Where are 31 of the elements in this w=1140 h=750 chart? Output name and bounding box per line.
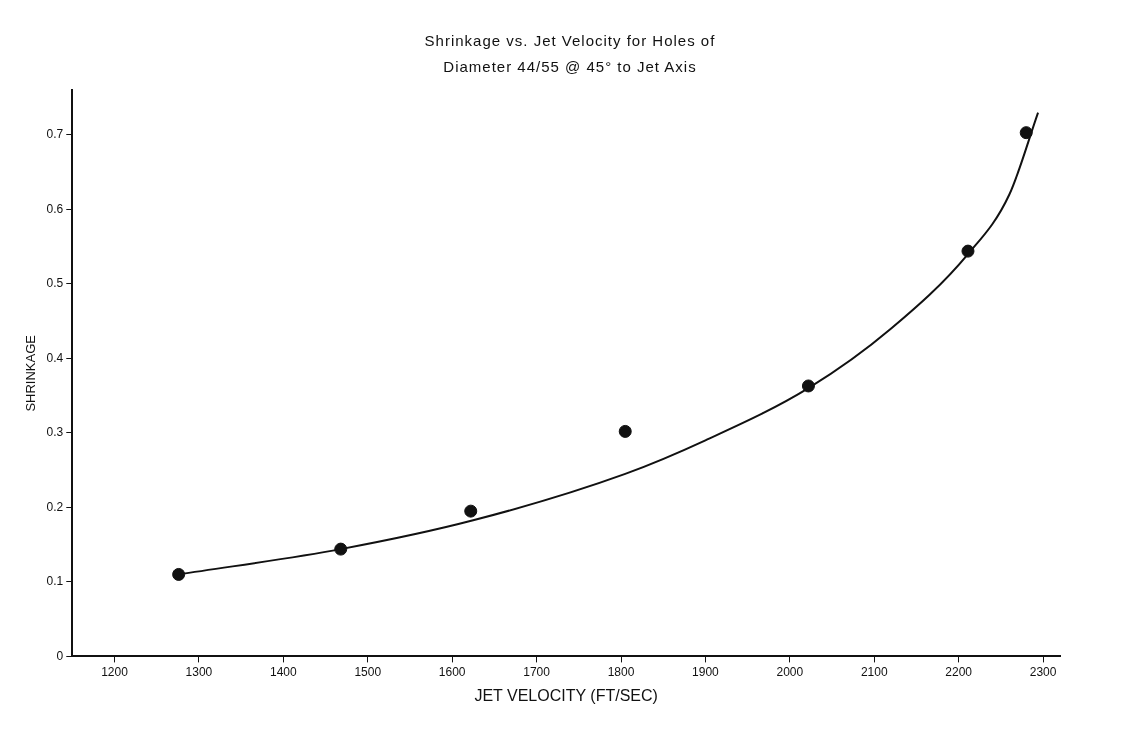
y-tick-label: 0.4 (46, 350, 64, 365)
x-tick-label: 2300 (1029, 664, 1057, 679)
chart-subtitle: Diameter 44/55 @ 45° to Jet Axis (442, 57, 698, 77)
chart-title: Shrinkage vs. Jet Velocity for Holes of (423, 31, 717, 51)
y-tick-label: 0.1 (46, 574, 64, 589)
point (618, 424, 632, 438)
x-tick-label: 1600 (438, 664, 466, 679)
point (172, 567, 186, 581)
x-tick-label: 2100 (860, 664, 888, 679)
point (1019, 126, 1033, 140)
x-tick-label: 2200 (945, 664, 973, 679)
y-tick-label: 0.7 (46, 127, 64, 142)
y-tick-label: 0 (56, 648, 64, 663)
x-axis-title: JET VELOCITY (FT/SEC) (474, 686, 658, 704)
x-tick-label: 2000 (776, 664, 804, 679)
x-tick-label: 1400 (269, 664, 297, 679)
y-axis-title: SHRINKAGE (23, 334, 39, 412)
x-tick-label: 1200 (101, 664, 129, 679)
y-tick-label: 0.3 (46, 425, 64, 440)
x-tick-label: 1500 (354, 664, 382, 679)
y-tick-label: 0.5 (46, 276, 64, 291)
y-tick-label: 0.6 (46, 201, 64, 216)
point (961, 244, 975, 258)
x-tick-label: 1700 (523, 664, 551, 679)
point (464, 504, 478, 518)
x-tick-label: 1300 (185, 664, 213, 679)
x-tick-label: 1900 (692, 664, 720, 679)
x-tick-label: 1800 (607, 664, 635, 679)
point (801, 379, 815, 393)
y-tick-label: 0.2 (46, 499, 64, 514)
point (334, 542, 348, 556)
